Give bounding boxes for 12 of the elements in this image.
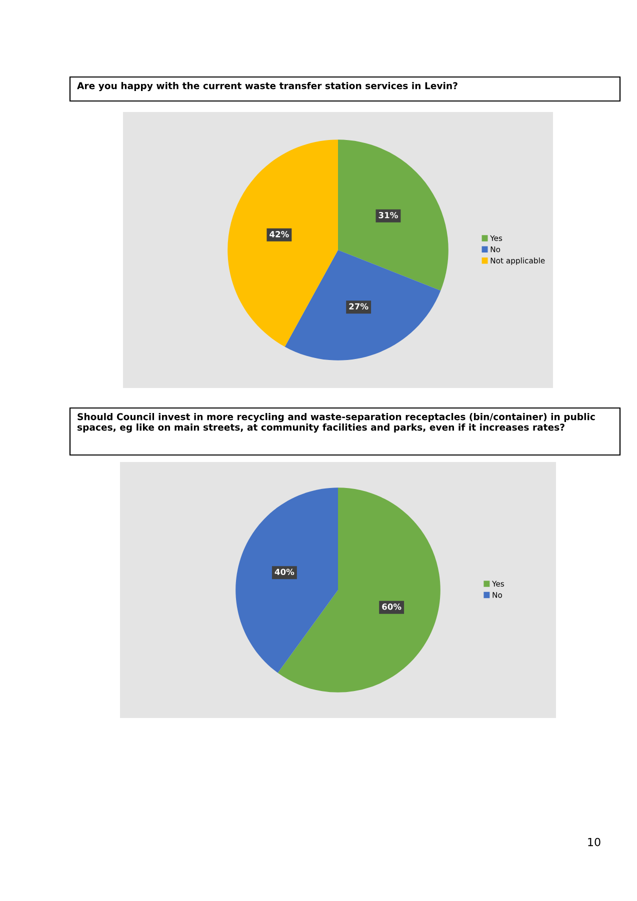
pie-slice (338, 140, 448, 291)
text: 10 (588, 838, 600, 846)
pie-slice (228, 140, 338, 347)
data-label: 40% (274, 568, 294, 576)
chart-title: Are you happy with the current waste transfer station services in Levin? (77, 82, 458, 92)
chart-title: Should Council invest in more recycling and waste-separation receptacles (bin/container) in public spaces, eg like on main streets, at community facilities and parks, even if it increases rates? (77, 413, 595, 433)
data-label: 27% (349, 303, 368, 310)
data-label: 31% (378, 212, 398, 218)
pie-slice (236, 488, 338, 673)
data-label: 60% (382, 604, 402, 610)
pie-slice (284, 250, 441, 360)
data-label: 42% (270, 231, 289, 238)
